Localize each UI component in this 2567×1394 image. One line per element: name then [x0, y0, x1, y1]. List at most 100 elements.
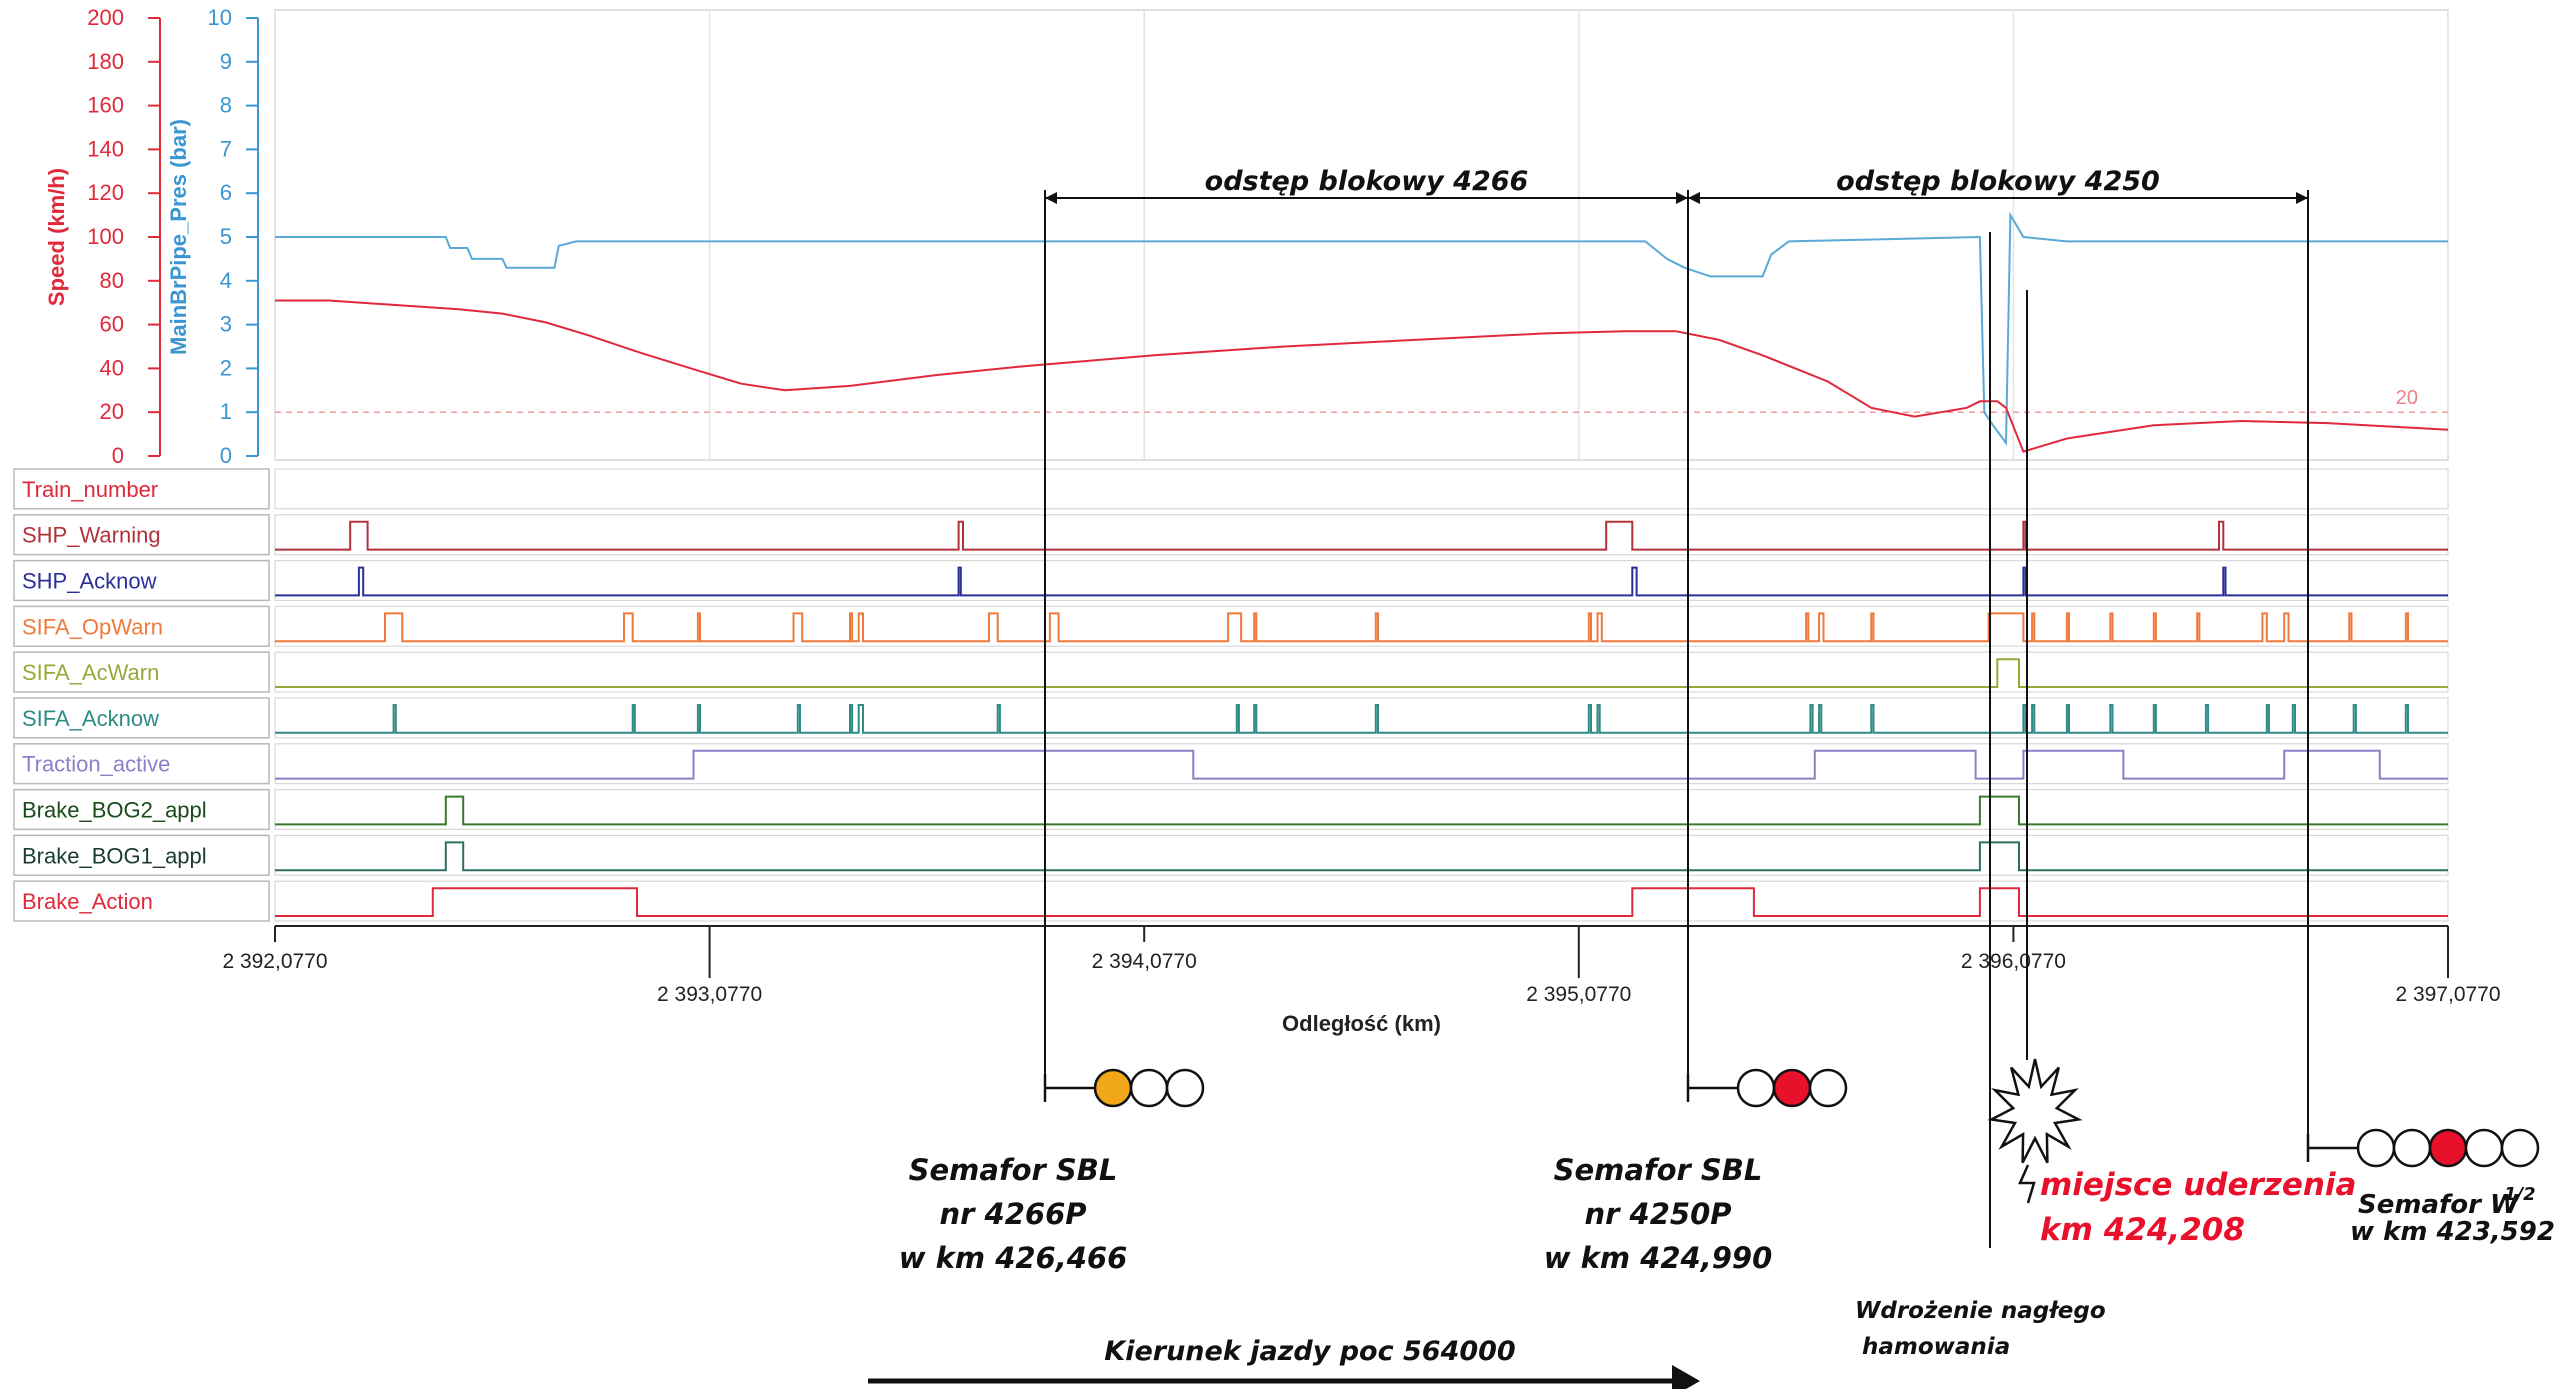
signal-label: Brake_BOG2_appl	[22, 798, 207, 823]
block-arrow-4266-head-right	[1676, 192, 1688, 204]
brake-note-line-1: Wdrożenie nagłego	[1855, 1298, 2106, 1324]
pressure-tick-label: 6	[220, 180, 232, 205]
pressure-tick-label: 1	[220, 399, 232, 424]
speed-tick-label: 0	[112, 443, 124, 468]
impact-bolt-icon	[2018, 1164, 2036, 1204]
signal-track	[274, 468, 2449, 510]
x-tick-label: 2 396,0770	[1961, 950, 2066, 973]
signal-trace	[275, 520, 2448, 551]
signal-trace	[275, 795, 2448, 826]
series-line-speed	[275, 299, 2449, 453]
direction-arrow-head	[1672, 1365, 1700, 1394]
impact-label-line-2: km 424,208	[2040, 1212, 2245, 1248]
signal-label-w12-line-1: Semafor W	[2358, 1190, 2520, 1220]
signal-icon-w12-lamp	[2428, 1128, 2468, 1168]
signal-label: Brake_BOG1_appl	[22, 843, 207, 868]
brake-note-line-2: hamowania	[1862, 1334, 2010, 1360]
signal-label: SIFA_AcWarn	[22, 660, 159, 685]
signal-icon-w12-lamp	[2464, 1128, 2504, 1168]
signal-label-sbl-4250-line-3: w km 424,990	[1544, 1241, 1773, 1275]
signal-label-box	[13, 468, 270, 510]
signal-label-box	[13, 697, 270, 739]
signal-trace	[275, 612, 2448, 643]
signal-track	[274, 651, 2449, 693]
signal-label-box	[13, 605, 270, 647]
signal-trace	[275, 566, 2448, 597]
signal-icon-sbl-4250-lamp	[1772, 1068, 1812, 1108]
signal-label: SIFA_Acknow	[22, 706, 159, 731]
signal-label: Train_number	[22, 477, 158, 502]
x-tick-label: 2 397,0770	[2395, 983, 2500, 1006]
signal-label-w12-line-2: w km 423,592	[2350, 1217, 2555, 1247]
speed-tick-label: 80	[100, 268, 124, 293]
signal-label-w12-sup: 1/2	[2504, 1184, 2536, 1205]
signal-label: Brake_Action	[22, 889, 153, 914]
signal-trace	[275, 749, 2448, 780]
signal-track	[274, 514, 2449, 556]
pressure-tick-label: 9	[220, 49, 232, 74]
reference-line-label: 20	[2396, 387, 2418, 409]
signal-track	[274, 559, 2449, 601]
pressure-tick-label: 7	[220, 136, 232, 161]
signal-label-sbl-4250-line-1: Semafor SBL	[1554, 1153, 1763, 1187]
signal-label-box	[13, 514, 270, 556]
signal-icon-sbl-4250-lamp	[1736, 1068, 1776, 1108]
speed-tick-label: 60	[100, 312, 124, 337]
speed-tick-label: 200	[87, 5, 124, 30]
signal-label-box	[13, 880, 270, 922]
x-axis-label: Odległość (km)	[1282, 1011, 1441, 1036]
series-line-pressure	[275, 211, 2448, 446]
signal-track	[274, 697, 2449, 739]
signal-track	[274, 788, 2449, 830]
pressure-tick-label: 2	[220, 355, 232, 380]
block-label-4250: odstęp blokowy 4250	[1836, 166, 2160, 197]
signal-label-box	[13, 743, 270, 785]
block-arrow-4250-head-left	[1688, 192, 1700, 204]
x-tick-label: 2 395,0770	[1526, 983, 1631, 1006]
signal-label-box	[13, 559, 270, 602]
signal-icon-w12-lamp	[2356, 1128, 2396, 1168]
signal-label-box	[13, 651, 270, 693]
speed-axis-label: Speed (km/h)	[44, 168, 69, 306]
pressure-tick-label: 0	[220, 443, 232, 468]
signal-icon-sbl-4266-lamp	[1129, 1068, 1169, 1108]
speed-tick-label: 180	[87, 49, 124, 74]
block-label-4266: odstęp blokowy 4266	[1205, 166, 1529, 197]
pressure-axis-label: MainBrPipe_Pres (bar)	[166, 119, 191, 355]
signal-track	[274, 834, 2449, 876]
signal-label-box	[13, 834, 270, 876]
signal-icon-sbl-4266-lamp	[1093, 1068, 1133, 1108]
signal-icon-w12-lamp	[2500, 1128, 2540, 1168]
speed-tick-label: 100	[87, 224, 124, 249]
direction-label: Kierunek jazdy poc 564000	[1104, 1336, 1515, 1367]
speed-tick-label: 20	[100, 399, 124, 424]
signal-trace	[275, 841, 2448, 872]
x-tick-label: 2 393,0770	[657, 983, 762, 1006]
speed-tick-label: 140	[87, 136, 124, 161]
signal-label-sbl-4266-line-2: nr 4266P	[939, 1197, 1086, 1231]
signal-label: SHP_Warning	[22, 523, 161, 548]
signal-trace	[275, 658, 2448, 688]
signal-label: SIFA_OpWarn	[22, 614, 163, 639]
impact-burst-icon	[1987, 1058, 2083, 1164]
speed-tick-label: 40	[100, 355, 124, 380]
speed-tick-label: 160	[87, 93, 124, 118]
speed-tick-label: 120	[87, 180, 124, 205]
signal-label-box	[13, 788, 270, 831]
signal-trace	[275, 704, 2448, 734]
pressure-tick-label: 4	[220, 268, 232, 293]
pressure-tick-label: 3	[220, 312, 232, 337]
signal-label: SHP_Acknow	[22, 569, 157, 594]
signal-label-sbl-4250-line-2: nr 4250P	[1584, 1197, 1731, 1231]
pressure-tick-label: 5	[220, 224, 232, 249]
signal-icon-sbl-4266-lamp	[1165, 1068, 1205, 1108]
x-tick-label: 2 394,0770	[1092, 950, 1197, 973]
signal-track	[274, 605, 2449, 647]
signal-label: Traction_active	[22, 752, 170, 777]
pressure-tick-label: 10	[208, 5, 232, 30]
signal-label-sbl-4266-line-1: Semafor SBL	[909, 1153, 1118, 1187]
signal-icon-sbl-4250-lamp	[1808, 1068, 1848, 1108]
x-tick-label: 2 392,0770	[222, 950, 327, 973]
